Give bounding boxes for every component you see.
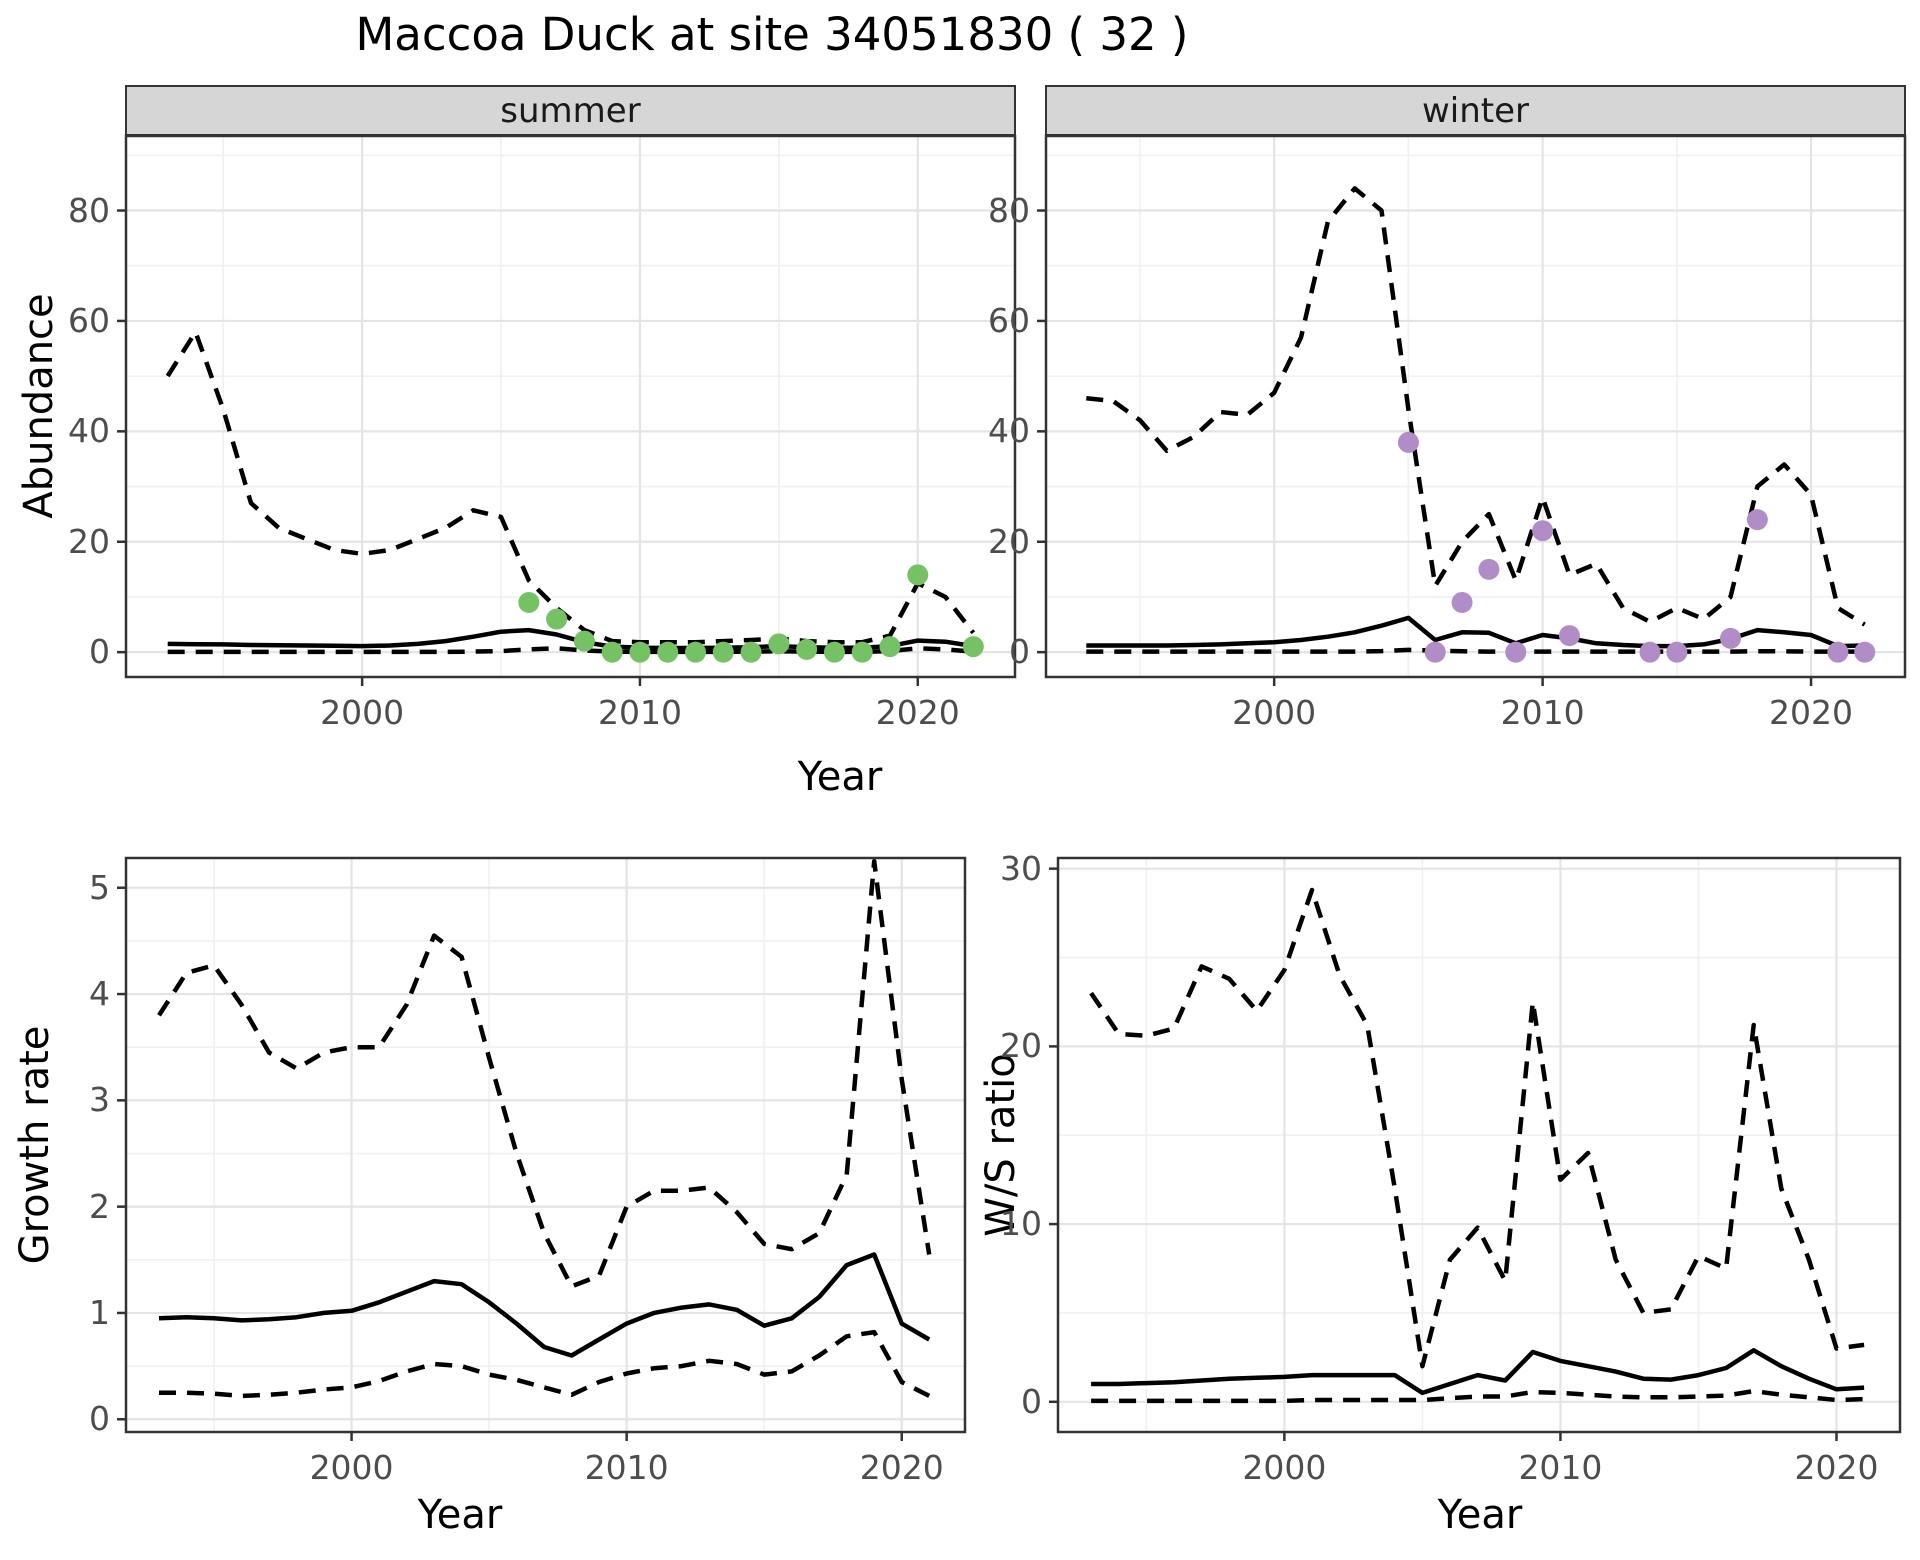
- y-tick-label-growth_rate: 0: [89, 1399, 110, 1439]
- x-tick-label-ws_ratio: 2010: [1518, 1448, 1603, 1487]
- x-tick-label-abundance_summer: 2000: [320, 693, 405, 732]
- x-tick-label-growth_rate: 2020: [859, 1448, 944, 1487]
- abundance_winter-upper_ci-line: [1086, 186, 1866, 627]
- observed_counts_winter-point: [1639, 641, 1661, 663]
- y-tick-label-ws_ratio: 20: [1000, 1026, 1042, 1066]
- y-tick-label-abundance_winter: 20: [988, 521, 1030, 561]
- facet-strip-winter: winter: [1045, 85, 1906, 136]
- x-tick-label-ws_ratio: 2020: [1794, 1448, 1879, 1487]
- observed_counts_winter-point: [1746, 509, 1768, 531]
- observed_counts_winter-point: [1451, 591, 1473, 613]
- x-tick-label-abundance_winter: 2000: [1232, 693, 1317, 732]
- observed_counts_summer-point: [685, 641, 707, 663]
- abundance_summer-border: [124, 134, 1017, 679]
- x-tick-label-abundance_winter: 2020: [1769, 693, 1854, 732]
- panel-abundance_summer: [126, 136, 1015, 677]
- facet-strip-winter-label: winter: [1421, 90, 1530, 131]
- x-tick-label-growth_rate: 2010: [584, 1448, 669, 1487]
- y-tick-label-abundance_summer: 40: [68, 411, 110, 451]
- observed_counts_summer-point: [907, 564, 929, 586]
- abundance_winter-median-line: [1086, 615, 1865, 649]
- observed_counts_summer-point: [851, 641, 873, 663]
- abundance_winter-lower_ci-line: [1086, 647, 1865, 654]
- observed_counts_winter-point: [1478, 558, 1500, 580]
- x-tick-label-ws_ratio: 2000: [1242, 1448, 1327, 1487]
- y-axis-title-growth-rate: Growth rate: [12, 1025, 58, 1265]
- y-tick-label-ws_ratio: 10: [1000, 1204, 1042, 1244]
- ws_ratio-median-line: [1091, 1348, 1865, 1396]
- x-tick-label-growth_rate: 2000: [309, 1448, 394, 1487]
- ws_ratio-border: [1056, 856, 1902, 1434]
- panel-ws_ratio: [1058, 858, 1900, 1432]
- growth_rate-lower_ci-line: [159, 1329, 931, 1399]
- y-tick-label-abundance_winter: 60: [988, 300, 1030, 340]
- observed_counts_winter-point: [1505, 641, 1527, 663]
- ws_ratio-upper_ci-line: [1089, 887, 1865, 1369]
- observed_counts_summer-point: [823, 641, 845, 663]
- observed_counts_winter-point: [1827, 641, 1849, 663]
- observed_counts_winter-point: [1558, 625, 1580, 647]
- facet-strip-summer: summer: [125, 85, 1016, 136]
- y-tick-label-abundance_winter: 40: [988, 411, 1030, 451]
- y-axis-title-ws-ratio: W/S ratio: [978, 1053, 1024, 1237]
- growth_rate-border: [124, 856, 967, 1434]
- observed_counts_summer-point: [879, 636, 901, 658]
- observed_counts_summer-point: [796, 638, 818, 660]
- y-tick-label-abundance_summer: 80: [68, 190, 110, 230]
- observed_counts_winter-point: [1666, 641, 1688, 663]
- y-tick-label-ws_ratio: 0: [1021, 1381, 1042, 1421]
- y-tick-label-abundance_summer: 20: [68, 521, 110, 561]
- observed_counts_summer-point: [601, 641, 623, 663]
- observed_counts_summer-point: [546, 608, 568, 630]
- observed_counts_summer-point: [740, 641, 762, 663]
- y-tick-label-ws_ratio: 30: [1000, 848, 1042, 888]
- x-axis-title-year-bottom-right: Year: [1437, 1492, 1523, 1538]
- observed_counts_winter-point: [1532, 520, 1554, 542]
- observed_counts_summer-point: [768, 633, 790, 655]
- y-tick-label-growth_rate: 5: [89, 867, 110, 907]
- page-title: Maccoa Duck at site 34051830 ( 32 ): [355, 8, 1189, 61]
- facet-strip-summer-label: summer: [500, 90, 641, 131]
- observed_counts_summer-point: [962, 636, 984, 658]
- y-tick-label-abundance_winter: 0: [1009, 632, 1030, 672]
- abundance_summer-median-line: [167, 627, 974, 651]
- abundance_winter-border: [1044, 134, 1907, 679]
- y-tick-label-abundance_summer: 0: [89, 632, 110, 672]
- growth_rate-median-line: [158, 1252, 931, 1358]
- observed_counts_winter-point: [1397, 431, 1419, 453]
- x-axis-title-year-top: Year: [797, 754, 883, 800]
- y-tick-label-abundance_winter: 80: [988, 190, 1030, 230]
- observed_counts_winter-point: [1720, 627, 1742, 649]
- observed_counts_summer-point: [573, 630, 595, 652]
- y-tick-label-growth_rate: 2: [89, 1186, 110, 1226]
- growth_rate-upper_ci-line: [157, 858, 932, 1289]
- observed_counts_winter-point: [1424, 641, 1446, 663]
- observed_counts_summer-point: [657, 641, 679, 663]
- observed_counts_winter-point: [1854, 641, 1876, 663]
- y-tick-label-abundance_summer: 60: [68, 300, 110, 340]
- abundance_summer-lower_ci-line: [167, 646, 974, 655]
- x-axis-title-year-bottom-left: Year: [417, 1492, 503, 1538]
- ws_ratio-lower_ci-line: [1091, 1388, 1865, 1404]
- observed_counts_summer-point: [712, 641, 734, 663]
- x-tick-label-abundance_summer: 2020: [875, 693, 960, 732]
- panel-growth_rate: [126, 858, 965, 1432]
- x-tick-label-abundance_summer: 2010: [597, 693, 682, 732]
- y-tick-label-growth_rate: 4: [89, 974, 110, 1014]
- x-tick-label-abundance_winter: 2010: [1500, 693, 1585, 732]
- observed_counts_summer-point: [518, 591, 540, 613]
- observed_counts_summer-point: [629, 641, 651, 663]
- y-tick-label-growth_rate: 1: [89, 1292, 110, 1332]
- y-tick-label-growth_rate: 3: [89, 1080, 110, 1120]
- panel-abundance_winter: [1046, 136, 1905, 677]
- abundance_summer-upper_ci-line: [165, 329, 976, 645]
